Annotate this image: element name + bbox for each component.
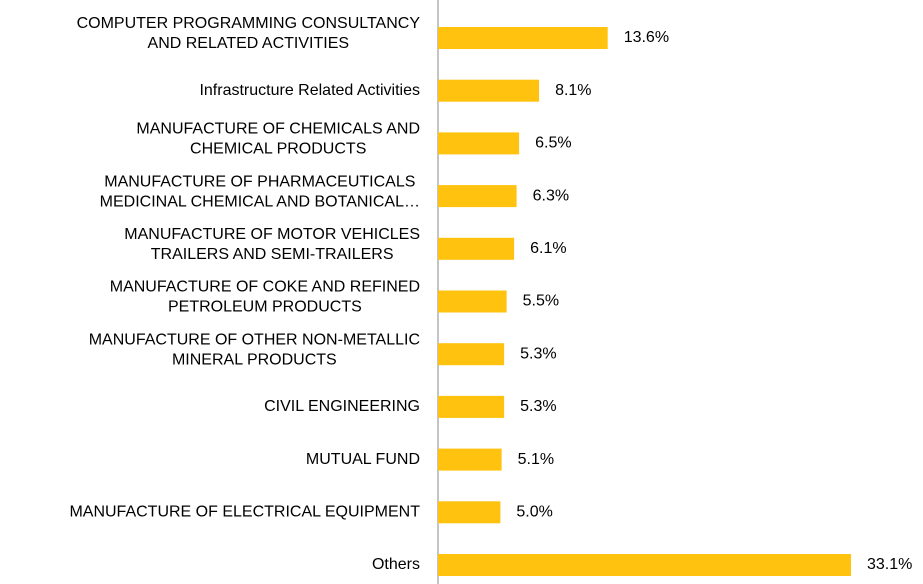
value-label: 8.1% (555, 82, 591, 99)
value-label: 6.3% (533, 187, 569, 204)
bar (438, 290, 507, 313)
category-label: Others (372, 556, 420, 573)
category-label: MANUFACTURE OF ELECTRICAL EQUIPMENT (69, 504, 420, 521)
category-label: MANUFACTURE OF MOTOR VEHICLES (124, 226, 420, 243)
category-label: AND RELATED ACTIVITIES (148, 35, 350, 52)
category-label: MANUFACTURE OF OTHER NON-METALLIC (89, 331, 420, 348)
value-label: 5.0% (516, 504, 552, 521)
category-label: MINERAL PRODUCTS (172, 351, 337, 368)
category-label: Infrastructure Related Activities (199, 82, 420, 99)
category-label: MANUFACTURE OF CHEMICALS AND (136, 121, 420, 138)
bar (438, 132, 520, 155)
bar (438, 79, 540, 102)
value-label: 6.5% (535, 135, 571, 152)
value-label: 5.5% (523, 293, 559, 310)
category-label: CIVIL ENGINEERING (264, 398, 420, 415)
value-label: 5.3% (520, 345, 556, 362)
category-label: TRAILERS AND SEMI-TRAILERS (151, 246, 394, 263)
bar (438, 448, 502, 471)
value-label: 5.1% (518, 451, 554, 468)
bar (438, 237, 515, 260)
bar (438, 501, 501, 524)
category-label: MEDICINAL CHEMICAL AND BOTANICAL… (100, 193, 420, 210)
value-label: 6.1% (530, 240, 566, 257)
value-label: 13.6% (624, 29, 669, 46)
bar (438, 395, 505, 418)
category-label: CHEMICAL PRODUCTS (190, 141, 366, 158)
value-label: 33.1% (867, 556, 912, 573)
category-label: COMPUTER PROGRAMMING CONSULTANCY (77, 15, 421, 32)
category-label: MANUFACTURE OF PHARMACEUTICALS (104, 173, 415, 190)
bar (438, 185, 517, 208)
category-label: PETROLEUM PRODUCTS (168, 299, 362, 316)
value-label: 5.3% (520, 398, 556, 415)
bar (438, 343, 505, 366)
bar (438, 554, 851, 576)
category-label: MUTUAL FUND (306, 451, 420, 468)
category-label: MANUFACTURE OF COKE AND REFINED (110, 279, 420, 296)
bar (438, 27, 608, 49)
